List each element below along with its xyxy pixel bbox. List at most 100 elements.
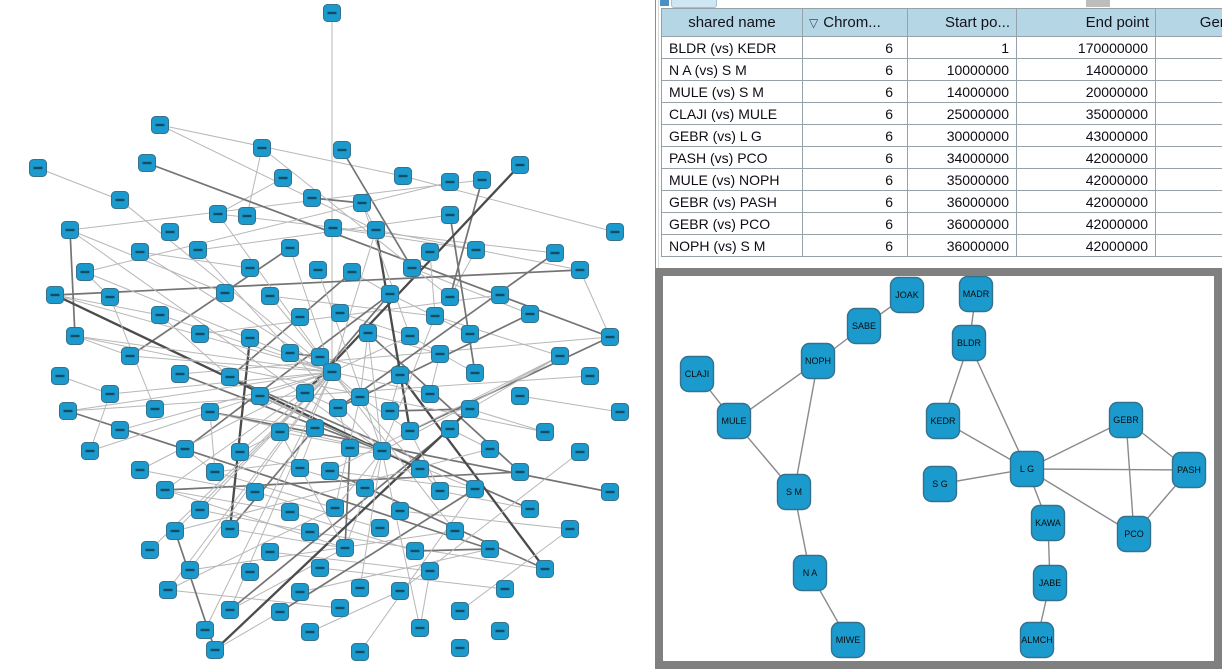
network-node[interactable] xyxy=(441,288,459,306)
network-node[interactable] xyxy=(146,400,164,418)
network-node[interactable] xyxy=(201,403,219,421)
network-node[interactable] xyxy=(511,387,529,405)
network-node-bldr[interactable]: BLDR xyxy=(951,324,987,362)
network-node[interactable] xyxy=(421,243,439,261)
table-row[interactable]: MULE (vs) NOPH6350000004200000010.5 xyxy=(661,168,1222,191)
network-node[interactable] xyxy=(331,304,349,322)
network-node[interactable] xyxy=(411,460,429,478)
network-edge[interactable] xyxy=(409,336,611,432)
network-node[interactable] xyxy=(271,603,289,621)
network-edge[interactable] xyxy=(279,488,476,613)
network-node[interactable] xyxy=(311,348,329,366)
network-node[interactable] xyxy=(421,385,439,403)
network-node[interactable] xyxy=(601,483,619,501)
network-node[interactable] xyxy=(281,503,299,521)
network-edge[interactable] xyxy=(299,548,491,593)
network-edge[interactable] xyxy=(179,336,611,375)
network-overview-canvas[interactable] xyxy=(0,0,655,669)
network-edge[interactable] xyxy=(341,149,413,269)
network-edge[interactable] xyxy=(367,332,383,452)
network-edge[interactable] xyxy=(359,450,383,589)
network-edge[interactable] xyxy=(359,332,369,398)
network-edge[interactable] xyxy=(331,335,411,373)
table-row[interactable]: BLDR (vs) KEDR61170000000192.0 xyxy=(661,36,1222,59)
network-edge[interactable] xyxy=(519,395,621,413)
network-node[interactable] xyxy=(261,543,279,561)
network-edge[interactable] xyxy=(434,315,561,357)
network-edge[interactable] xyxy=(339,312,411,337)
network-node-kawa[interactable]: KAWA xyxy=(1030,504,1066,542)
network-node[interactable] xyxy=(191,501,209,519)
network-node[interactable] xyxy=(66,327,84,345)
network-node[interactable] xyxy=(446,522,464,540)
network-edge[interactable] xyxy=(184,293,391,450)
network-node[interactable] xyxy=(171,365,189,383)
network-node[interactable] xyxy=(536,423,554,441)
network-node[interactable] xyxy=(441,173,459,191)
network-node[interactable] xyxy=(571,261,589,279)
network-edge[interactable] xyxy=(579,269,611,338)
table-row[interactable]: N A (vs) S M610000000140000006.6 xyxy=(661,58,1222,81)
table-row[interactable]: GEBR (vs) L G6300000004300000016.9 xyxy=(661,124,1222,147)
network-node[interactable] xyxy=(411,619,429,637)
network-node[interactable] xyxy=(246,483,264,501)
network-node[interactable] xyxy=(274,169,292,187)
network-node[interactable] xyxy=(521,500,539,518)
network-edge[interactable] xyxy=(229,547,346,611)
column-header-genetic[interactable]: Genetic... xyxy=(1155,8,1222,37)
network-node-pco[interactable]: PCO xyxy=(1116,515,1152,553)
network-node[interactable] xyxy=(206,463,224,481)
network-edge[interactable] xyxy=(167,371,333,591)
network-edge[interactable] xyxy=(164,489,291,513)
network-edge[interactable] xyxy=(189,371,333,571)
network-node[interactable] xyxy=(61,221,79,239)
network-node[interactable] xyxy=(426,307,444,325)
network-node[interactable] xyxy=(441,206,459,224)
network-node[interactable] xyxy=(521,305,539,323)
network-node-s-m[interactable]: S M xyxy=(776,473,812,511)
network-node[interactable] xyxy=(323,363,341,381)
network-edge[interactable] xyxy=(1026,468,1135,535)
network-edge[interactable] xyxy=(229,428,451,611)
network-node[interactable] xyxy=(343,263,361,281)
network-node[interactable] xyxy=(581,367,599,385)
network-node[interactable] xyxy=(81,442,99,460)
network-edge[interactable] xyxy=(1026,468,1190,471)
network-node[interactable] xyxy=(451,639,469,657)
network-node[interactable] xyxy=(441,420,459,438)
column-header-end-point[interactable]: End point xyxy=(1016,8,1156,37)
network-edge[interactable] xyxy=(89,393,111,452)
network-edge[interactable] xyxy=(399,510,571,530)
network-edge[interactable] xyxy=(228,337,252,530)
network-edge[interactable] xyxy=(159,124,377,231)
network-node[interactable] xyxy=(159,581,177,599)
network-node[interactable] xyxy=(601,328,619,346)
network-node[interactable] xyxy=(359,324,377,342)
network-edge[interactable] xyxy=(449,214,476,374)
network-node[interactable] xyxy=(189,241,207,259)
network-edge[interactable] xyxy=(139,251,251,269)
network-edge[interactable] xyxy=(374,229,412,432)
network-node[interactable] xyxy=(281,239,299,257)
network-node[interactable] xyxy=(406,542,424,560)
network-edge[interactable] xyxy=(344,447,351,549)
network-node[interactable] xyxy=(511,463,529,481)
network-node-noph[interactable]: NOPH xyxy=(800,342,836,380)
network-node-jabe[interactable]: JABE xyxy=(1032,564,1068,602)
network-node[interactable] xyxy=(391,582,409,600)
network-edge[interactable] xyxy=(419,570,431,629)
network-node[interactable] xyxy=(381,402,399,420)
network-edge[interactable] xyxy=(449,179,483,298)
network-edge[interactable] xyxy=(381,315,436,452)
network-edge[interactable] xyxy=(69,229,226,294)
network-node[interactable] xyxy=(353,194,371,212)
network-node[interactable] xyxy=(467,241,485,259)
network-node[interactable] xyxy=(101,288,119,306)
network-node[interactable] xyxy=(351,643,369,661)
network-node[interactable] xyxy=(221,520,239,538)
network-node[interactable] xyxy=(291,583,309,601)
network-detail-canvas[interactable]: JOAK MADR SABE NOPH CLAJI MULE BLDR KEDR GEBR S M… xyxy=(663,276,1214,661)
network-node[interactable] xyxy=(356,479,374,497)
network-node[interactable] xyxy=(451,602,469,620)
network-node[interactable] xyxy=(371,519,389,537)
